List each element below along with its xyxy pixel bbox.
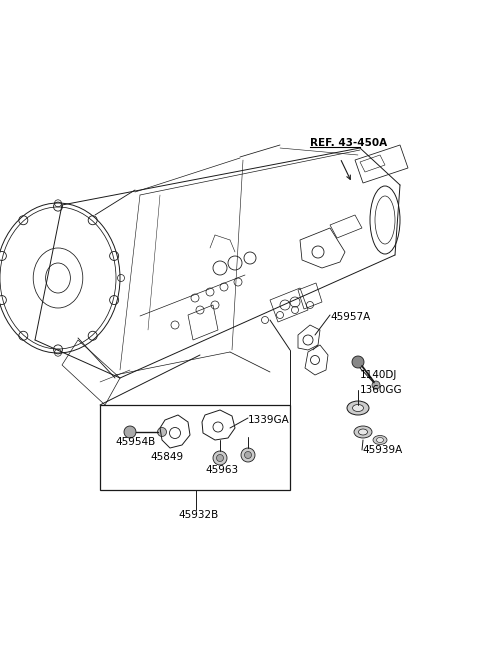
Bar	[100, 405, 290, 490]
Text: 1140DJ: 1140DJ	[360, 370, 397, 380]
Circle shape	[213, 451, 227, 465]
Ellipse shape	[354, 426, 372, 438]
Text: 45932B: 45932B	[178, 510, 218, 520]
Text: 45954B: 45954B	[115, 437, 155, 447]
Circle shape	[241, 448, 255, 462]
Circle shape	[352, 356, 364, 368]
Circle shape	[372, 381, 380, 389]
Ellipse shape	[359, 429, 368, 435]
Circle shape	[244, 451, 252, 458]
Circle shape	[157, 428, 167, 436]
Text: 45957A: 45957A	[330, 312, 370, 322]
Text: 45849: 45849	[150, 452, 183, 462]
Ellipse shape	[373, 436, 387, 445]
Text: REF. 43-450A: REF. 43-450A	[310, 138, 387, 148]
Circle shape	[216, 455, 224, 462]
Circle shape	[124, 426, 136, 438]
Ellipse shape	[376, 438, 384, 443]
Ellipse shape	[347, 401, 369, 415]
Text: 45963: 45963	[205, 465, 238, 475]
Ellipse shape	[352, 405, 363, 411]
Text: 45939A: 45939A	[362, 445, 402, 455]
Text: 1339GA: 1339GA	[248, 415, 290, 425]
Text: 1360GG: 1360GG	[360, 385, 403, 395]
